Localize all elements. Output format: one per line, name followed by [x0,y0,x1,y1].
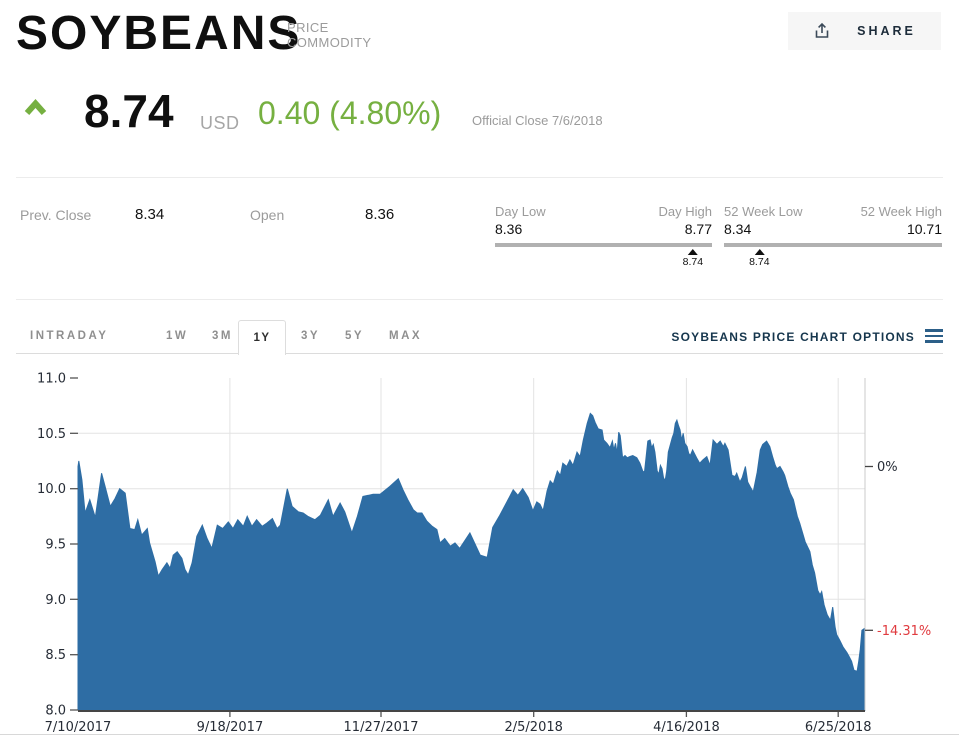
day-range-marker: 8.74 [683,249,703,268]
hamburger-menu-icon[interactable] [925,329,943,346]
week52-low-value: 8.34 [724,221,752,237]
divider [16,299,943,300]
price-up-arrow-icon [24,99,47,121]
official-close-note: Official Close 7/6/2018 [472,113,603,128]
prev-close-value: 8.34 [135,206,165,223]
svg-text:10.0: 10.0 [37,482,66,497]
week52-range-labels: 52 Week Low 52 Week High [724,204,942,219]
svg-text:11/27/2017: 11/27/2017 [344,720,419,735]
svg-text:10.5: 10.5 [37,427,66,442]
tab-3m[interactable]: 3M [212,330,233,342]
day-low-value: 8.36 [495,221,523,237]
prev-close-label: Prev. Close [20,207,92,223]
price-label: PRICE [287,20,329,35]
page-title: SOYBEANS [16,7,302,60]
price-chart[interactable]: 8.0 8.5 9.0 9.5 10.0 10.5 11.0 7/10/2017 9/18/20… [0,365,959,737]
share-button-label: SHARE [857,24,916,38]
svg-text:9.0: 9.0 [45,593,66,608]
day-range-labels: Day Low Day High [495,204,712,219]
day-high-value: 8.77 [684,221,712,237]
tab-max[interactable]: MAX [389,330,423,342]
svg-text:8.5: 8.5 [45,648,66,663]
week52-range-values: 8.34 10.71 [724,221,942,237]
day-range-values: 8.36 8.77 [495,221,712,237]
week52-high-label: 52 Week High [860,204,942,219]
marker-triangle-icon [687,249,698,255]
tab-intraday[interactable]: INTRADAY [30,330,109,342]
svg-text:2/5/2018: 2/5/2018 [505,720,563,735]
svg-text:8.0: 8.0 [45,704,66,719]
svg-text:0%: 0% [877,460,898,475]
svg-text:-14.31%: -14.31% [877,624,931,639]
svg-text:9.5: 9.5 [45,538,66,553]
day-marker-value: 8.74 [682,256,704,268]
module-bottom-border [0,734,959,735]
share-button[interactable]: SHARE [788,12,941,50]
marker-triangle-icon [754,249,765,255]
tab-5y[interactable]: 5Y [345,330,365,342]
day-low-label: Day Low [495,204,546,219]
chart-options-button[interactable]: SOYBEANS PRICE CHART OPTIONS [671,330,915,344]
week52-range-marker: 8.74 [749,249,770,268]
week52-low-label: 52 Week Low [724,204,803,219]
day-range-bar [495,243,712,247]
svg-text:11.0: 11.0 [37,372,66,387]
svg-text:6/25/2018: 6/25/2018 [805,720,872,735]
open-label: Open [250,207,285,223]
currency-label: USD [200,113,240,133]
tabs-underline [16,353,943,354]
tab-3y[interactable]: 3Y [301,330,321,342]
commodity-label: COMMODITY [287,35,372,50]
divider [16,177,943,178]
svg-text:7/10/2017: 7/10/2017 [45,720,112,735]
week52-range-bar [724,243,942,247]
instrument-type-label: PRICE COMMODITY [287,20,371,50]
svg-text:9/18/2017: 9/18/2017 [197,720,264,735]
tab-1y-active[interactable]: 1Y [238,320,286,355]
day-range: Day Low Day High 8.36 8.77 8.74 [495,201,712,271]
week52-high-value: 10.71 [906,221,942,237]
svg-text:4/16/2018: 4/16/2018 [653,720,720,735]
open-value: 8.36 [365,206,395,223]
current-price: 8.74 [84,85,174,137]
day-high-label: Day High [658,204,712,219]
week52-range: 52 Week Low 52 Week High 8.34 10.71 8.74 [724,201,942,271]
share-icon [815,22,829,38]
week52-marker-value: 8.74 [749,256,770,268]
tab-1w[interactable]: 1W [166,330,189,342]
tab-1y-label: 1Y [253,332,271,344]
price-change: 0.40 (4.80%) [258,95,442,131]
